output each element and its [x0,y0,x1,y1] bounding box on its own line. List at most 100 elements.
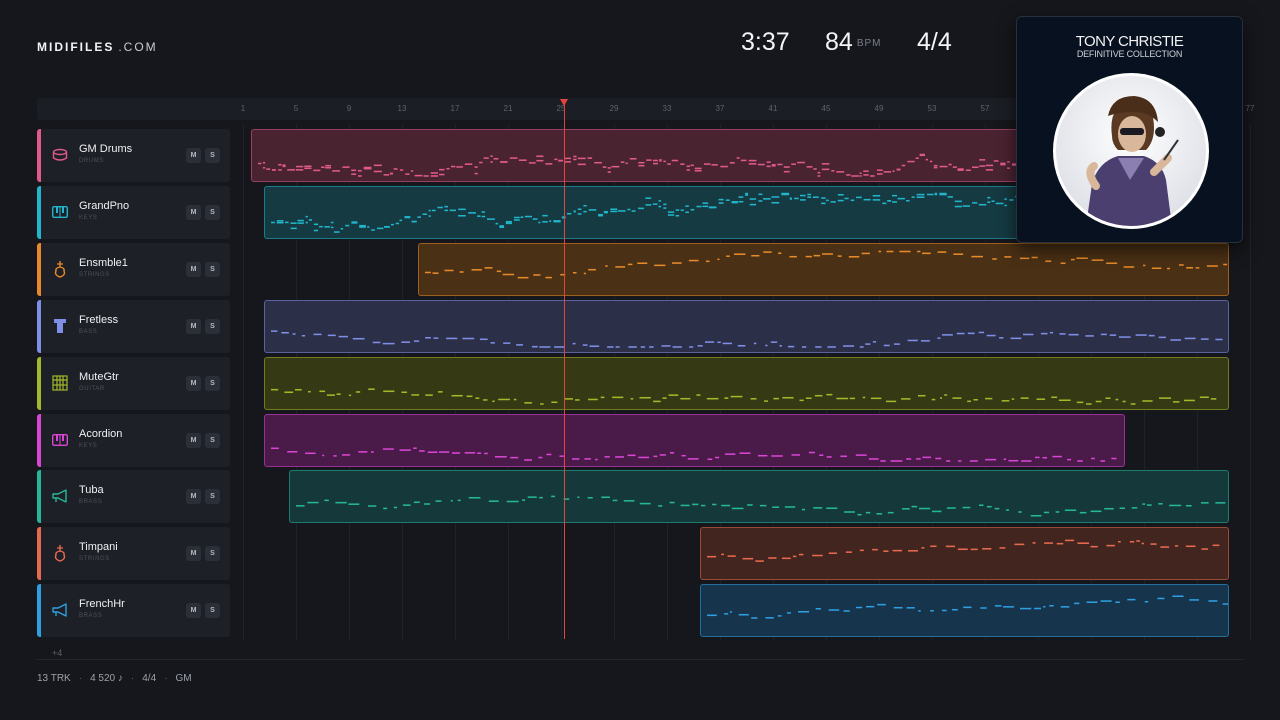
bass-icon [52,317,68,335]
track-color-strip [37,527,41,581]
singer-illustration [1056,76,1206,226]
album-cover: TONY CHRISTIE DEFINITIVE COLLECTION [1016,16,1243,243]
track-color-strip [37,584,41,638]
playhead[interactable] [564,99,565,639]
solo-button[interactable]: S [205,546,220,562]
track-color-strip [37,129,41,182]
track-row: FrenchHr BRASS M S [37,584,1243,638]
ruler-tick: 9 [346,104,352,113]
separator: · [164,673,168,684]
track-header[interactable]: Acordion KEYS M S [37,413,230,467]
solo-button[interactable]: S [205,318,220,334]
drum-icon [52,146,68,164]
album-title: DEFINITIVE COLLECTION [1076,49,1183,59]
midi-region[interactable] [264,299,1229,353]
track-header[interactable]: FrenchHr BRASS M S [37,584,230,638]
track-color-strip [37,470,41,524]
note-pattern [707,595,1228,619]
solo-button[interactable]: S [205,489,220,505]
solo-button[interactable]: S [205,603,220,619]
ruler-tick: 77 [1245,104,1255,113]
ruler-tick: 1 [240,104,246,113]
separator: · [78,673,83,684]
note-pattern [271,330,1223,348]
ruler-tick: 17 [450,104,460,113]
more-tracks-indicator[interactable]: +4 [52,648,63,658]
ruler-tick: 45 [821,104,831,113]
midi-region[interactable] [700,527,1229,581]
track-name: FrenchHr [79,598,125,611]
solo-button[interactable]: S [205,204,220,220]
time-signature: 4/4 [917,28,952,56]
track-name: MuteGtr [79,370,119,383]
track-row: Acordion KEYS M S [37,413,1243,467]
track-header[interactable]: Ensmble1 STRINGS M S [37,242,230,296]
solo-button[interactable]: S [205,432,220,448]
mute-button[interactable]: M [186,148,201,163]
ruler-tick: 21 [503,104,513,113]
track-header[interactable]: Tuba BRASS M S [37,470,230,524]
midi-region[interactable] [700,584,1229,638]
artist-photo [1053,73,1209,229]
midi-region[interactable] [417,242,1229,296]
playhead-handle[interactable] [560,99,568,106]
bpm-value: 84 [825,28,853,56]
track-color-strip [37,185,41,239]
mute-button[interactable]: M [186,603,201,619]
brand-name: MIDIFILES [37,40,115,54]
ruler-tick: 13 [397,104,407,113]
track-row: Timpani STRINGS M S [37,527,1243,581]
ruler-tick: 41 [768,104,778,113]
track-row: Tuba BRASS M S [37,470,1243,524]
mute-button[interactable]: M [186,261,201,277]
track-name: Timpani [79,541,118,554]
mute-button[interactable]: M [186,432,201,448]
track-category: DRUMS [79,158,104,164]
brand-suffix: .COM [118,40,158,54]
mute-button[interactable]: M [186,204,201,220]
grid-line [1250,124,1251,640]
track-header[interactable]: MuteGtr GUITAR M S [37,356,230,410]
track-header[interactable]: GrandPno KEYS M S [37,185,230,239]
track-header[interactable]: Timpani STRINGS M S [37,527,230,581]
separator: · [130,673,135,684]
brand-logo[interactable]: MIDIFILES .COM [37,40,158,54]
solo-button[interactable]: S [205,261,220,277]
track-name: GM Drums [79,143,133,155]
mute-button[interactable]: M [186,546,201,562]
keys-icon [52,431,68,449]
piano-icon [52,203,68,221]
ruler-tick: 57 [980,104,990,113]
grid-line [243,124,244,640]
track-name: Acordion [79,427,123,440]
mute-button[interactable]: M [186,318,201,334]
track-name: GrandPno [79,199,130,212]
ruler-tick: 33 [662,104,672,113]
midi-region[interactable] [289,470,1229,524]
track-header[interactable]: Fretless BASS M S [37,299,230,353]
violin-icon [52,260,68,278]
track-color-strip [37,356,41,410]
mute-button[interactable]: M [186,375,201,391]
solo-button[interactable]: S [205,148,220,163]
track-category: BRASS [79,499,103,506]
note-pattern [707,539,1220,563]
track-row: MuteGtr GUITAR M S [37,356,1243,410]
track-name: Fretless [79,313,119,326]
solo-button[interactable]: S [205,375,220,391]
ruler-tick: 25 [556,104,566,113]
track-name: Ensmble1 [79,256,128,269]
midi-region[interactable] [264,356,1229,410]
timeline-ruler[interactable]: 1591317212529333741454953576165697377 [37,98,1254,120]
mute-button[interactable]: M [186,489,201,505]
guitar-icon [52,374,68,392]
track-category: GUITAR [79,385,105,392]
track-name: Tuba [79,484,104,497]
track-header[interactable]: GM Drums DRUMS M S [37,129,230,182]
track-category: KEYS [79,214,98,221]
song-duration: 3:37 [741,28,790,56]
track-row: Fretless BASS M S [37,299,1243,353]
bpm-unit: BPM [856,37,882,49]
ruler-tick: 37 [715,104,725,113]
midi-region[interactable] [264,413,1126,467]
